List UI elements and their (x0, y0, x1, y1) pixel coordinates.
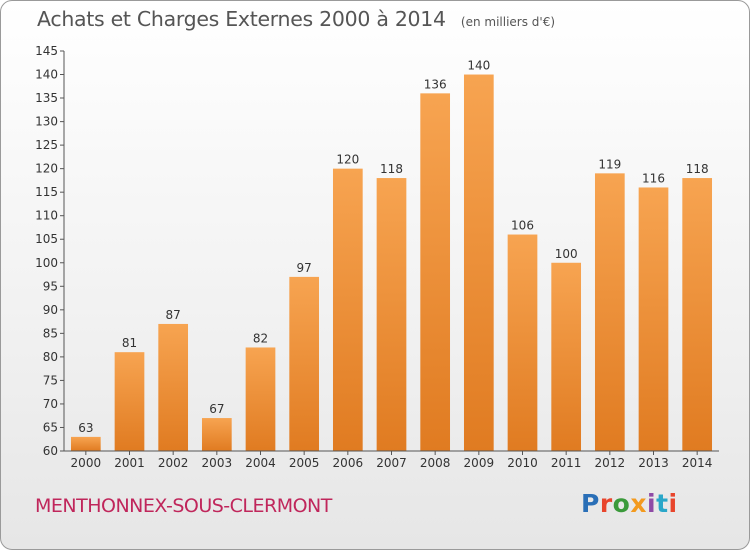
x-tick-label: 2009 (464, 456, 495, 470)
bars: 63 81 87 67 82 97 120 118 136 140 106 100 119 116 118 (70, 59, 713, 452)
data-label: 82 (253, 331, 268, 345)
x-tick-label: 2013 (638, 456, 669, 470)
bar (332, 168, 363, 451)
bar (158, 323, 189, 451)
y-tick-label: 135 (35, 91, 58, 105)
data-label: 120 (336, 153, 359, 167)
logo-letter: r (599, 489, 613, 518)
y-tick-label: 75 (43, 373, 58, 387)
y-tick-label: 85 (43, 326, 58, 340)
bar (70, 436, 101, 451)
proxiti-logo[interactable]: Proxiti (581, 489, 678, 518)
data-label: 118 (380, 162, 403, 176)
x-tick-label: 2001 (114, 456, 145, 470)
bar (376, 178, 407, 451)
x-tick-label: 2008 (420, 456, 451, 470)
y-tick-label: 60 (43, 444, 58, 458)
y-tick-label: 145 (35, 44, 58, 58)
y-tick-label: 115 (35, 185, 58, 199)
bar (594, 173, 625, 451)
data-label: 118 (686, 162, 709, 176)
logo-letter: o (612, 489, 631, 518)
x-tick-label: 2003 (202, 456, 233, 470)
x-tick-label: 2014 (682, 456, 713, 470)
y-tick-label: 120 (35, 162, 58, 176)
logo-letter: i (668, 489, 678, 518)
bar (420, 93, 451, 452)
y-tick-label: 100 (35, 256, 58, 270)
x-tick-label: 2004 (245, 456, 276, 470)
bar (507, 234, 538, 451)
chart-title: Achats et Charges Externes 2000 à 2014 (37, 7, 446, 31)
chart-unit: (en milliers d'€) (460, 15, 556, 29)
data-label: 116 (642, 171, 665, 185)
bar (114, 352, 145, 451)
x-tick-label: 2006 (333, 456, 364, 470)
x-tick-label: 2000 (71, 456, 102, 470)
y-tick-label: 105 (35, 232, 58, 246)
y-tick-label: 95 (43, 279, 58, 293)
bar (289, 276, 320, 451)
x-tick-label: 2002 (158, 456, 189, 470)
data-label: 140 (467, 59, 490, 73)
bar (245, 347, 276, 451)
data-label: 63 (78, 421, 93, 435)
x-axis: 2000 2001 2002 2003 2004 2005 2006 2007 2008 2009… (64, 450, 719, 470)
x-tick-label: 2010 (507, 456, 538, 470)
x-tick-label: 2011 (551, 456, 582, 470)
y-tick-label: 140 (35, 68, 58, 82)
x-tick-label: 2007 (376, 456, 407, 470)
title-row: Achats et Charges Externes 2000 à 2014 (… (37, 7, 555, 31)
y-tick-label: 130 (35, 115, 58, 129)
y-axis: 60 65 70 75 80 85 90 95 100 105 110 115 120 125 130 135… (35, 44, 65, 458)
data-label: 100 (555, 247, 578, 261)
bar (201, 418, 232, 451)
data-label: 136 (424, 77, 447, 91)
logo-letter: t (656, 489, 669, 518)
y-tick-label: 125 (35, 138, 58, 152)
logo-letter: P (581, 489, 600, 518)
x-tick-label: 2012 (595, 456, 626, 470)
bar (463, 74, 494, 451)
logo-letter: i (647, 489, 657, 518)
x-tick-label: 2005 (289, 456, 320, 470)
y-tick-label: 80 (43, 350, 58, 364)
y-tick-label: 70 (43, 397, 58, 411)
data-label: 119 (598, 157, 621, 171)
data-label: 87 (166, 308, 181, 322)
bar (638, 187, 669, 451)
data-label: 97 (297, 261, 312, 275)
commune-name: MENTHONNEX-SOUS-CLERMONT (35, 495, 332, 517)
y-tick-label: 90 (43, 303, 58, 317)
data-label: 106 (511, 219, 534, 233)
bar (551, 262, 582, 451)
y-tick-label: 65 (43, 420, 58, 434)
bar (682, 178, 713, 451)
data-label: 67 (209, 402, 224, 416)
logo-letter: x (630, 489, 647, 518)
data-label: 81 (122, 336, 137, 350)
y-tick-label: 110 (35, 209, 58, 223)
